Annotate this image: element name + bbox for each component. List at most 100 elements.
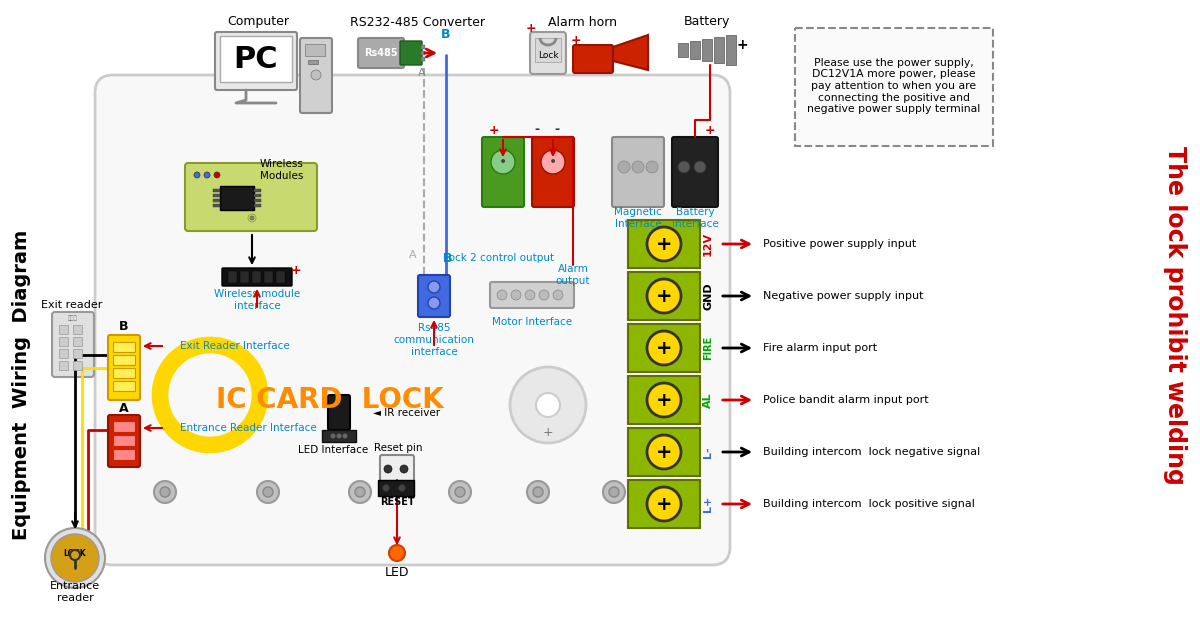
Text: +: + <box>655 338 672 358</box>
Circle shape <box>678 161 690 173</box>
Circle shape <box>497 290 508 300</box>
FancyBboxPatch shape <box>254 199 262 202</box>
Circle shape <box>398 485 406 492</box>
Circle shape <box>647 487 682 521</box>
Text: +: + <box>571 33 581 47</box>
Circle shape <box>50 534 98 582</box>
FancyBboxPatch shape <box>254 189 262 192</box>
Text: +: + <box>488 124 499 136</box>
FancyBboxPatch shape <box>628 428 700 476</box>
Text: Equipment  Wiring  Diagram: Equipment Wiring Diagram <box>12 230 31 540</box>
Circle shape <box>383 485 390 492</box>
FancyBboxPatch shape <box>264 271 274 283</box>
FancyBboxPatch shape <box>714 37 724 63</box>
Circle shape <box>647 435 682 469</box>
Text: Lock: Lock <box>538 52 558 61</box>
FancyBboxPatch shape <box>628 376 700 424</box>
Circle shape <box>647 227 682 261</box>
Text: LOCK: LOCK <box>64 548 86 558</box>
FancyBboxPatch shape <box>305 44 325 56</box>
Text: AL: AL <box>703 392 713 408</box>
FancyBboxPatch shape <box>52 312 94 377</box>
FancyBboxPatch shape <box>220 186 254 210</box>
Text: Exit Reader Interface: Exit Reader Interface <box>180 341 289 351</box>
Circle shape <box>384 465 392 473</box>
Text: Building intercom  lock positive signal: Building intercom lock positive signal <box>763 499 974 509</box>
Text: +: + <box>542 425 553 439</box>
Circle shape <box>618 161 630 173</box>
Circle shape <box>400 465 408 473</box>
Circle shape <box>539 290 550 300</box>
Circle shape <box>491 150 515 174</box>
Text: Rs485
communication
interface: Rs485 communication interface <box>394 324 474 357</box>
Circle shape <box>526 290 535 300</box>
Circle shape <box>257 481 278 503</box>
FancyBboxPatch shape <box>108 335 140 400</box>
Text: 门禁卡: 门禁卡 <box>68 316 78 321</box>
Text: Please use the power supply,
DC12V1A more power, please
pay attention to when yo: Please use the power supply, DC12V1A mor… <box>808 58 980 114</box>
FancyBboxPatch shape <box>215 32 298 90</box>
Text: Motor Interface: Motor Interface <box>492 317 572 327</box>
Circle shape <box>533 487 542 497</box>
Circle shape <box>428 297 440 309</box>
Circle shape <box>154 481 176 503</box>
Circle shape <box>248 214 256 222</box>
Text: LED Interface: LED Interface <box>298 445 368 455</box>
Circle shape <box>330 433 336 439</box>
FancyBboxPatch shape <box>228 271 238 283</box>
Circle shape <box>510 367 586 443</box>
Circle shape <box>536 393 560 417</box>
FancyBboxPatch shape <box>113 449 134 460</box>
Circle shape <box>541 150 565 174</box>
Text: Negative power supply input: Negative power supply input <box>763 291 924 301</box>
Text: L-: L- <box>703 446 713 458</box>
FancyBboxPatch shape <box>672 137 718 207</box>
Text: Lock 2 control output: Lock 2 control output <box>444 253 554 263</box>
Circle shape <box>455 487 466 497</box>
Circle shape <box>70 550 80 560</box>
Text: •: • <box>499 155 508 169</box>
Text: A: A <box>418 68 426 78</box>
Circle shape <box>383 485 390 492</box>
FancyBboxPatch shape <box>113 342 134 352</box>
FancyBboxPatch shape <box>535 38 562 62</box>
FancyBboxPatch shape <box>113 381 134 391</box>
FancyBboxPatch shape <box>421 45 425 49</box>
Text: Fire alarm input port: Fire alarm input port <box>763 343 877 353</box>
FancyBboxPatch shape <box>400 41 422 65</box>
Text: +: + <box>655 495 672 514</box>
FancyBboxPatch shape <box>300 38 332 113</box>
FancyBboxPatch shape <box>73 349 82 358</box>
FancyBboxPatch shape <box>530 32 566 74</box>
FancyBboxPatch shape <box>308 60 318 64</box>
Circle shape <box>336 433 342 439</box>
Text: +: + <box>290 264 301 276</box>
FancyBboxPatch shape <box>59 337 68 346</box>
FancyBboxPatch shape <box>214 204 220 207</box>
FancyBboxPatch shape <box>726 35 736 65</box>
FancyBboxPatch shape <box>59 361 68 370</box>
Polygon shape <box>613 35 648 70</box>
Circle shape <box>511 290 521 300</box>
Circle shape <box>428 281 440 293</box>
Circle shape <box>647 279 682 313</box>
Circle shape <box>553 290 563 300</box>
Text: A: A <box>409 250 416 260</box>
Text: Alarm horn: Alarm horn <box>548 16 618 28</box>
FancyBboxPatch shape <box>95 75 730 565</box>
FancyBboxPatch shape <box>678 43 688 57</box>
FancyBboxPatch shape <box>254 194 262 197</box>
Text: Police bandit alarm input port: Police bandit alarm input port <box>763 395 929 405</box>
FancyBboxPatch shape <box>380 455 414 483</box>
Circle shape <box>263 487 274 497</box>
Circle shape <box>647 331 682 365</box>
Text: 12V: 12V <box>703 232 713 256</box>
FancyBboxPatch shape <box>113 435 134 446</box>
FancyBboxPatch shape <box>358 38 404 68</box>
Circle shape <box>204 172 210 178</box>
FancyBboxPatch shape <box>628 272 700 320</box>
Text: Battery: Battery <box>684 16 730 28</box>
Text: GND: GND <box>703 282 713 310</box>
Circle shape <box>342 433 348 439</box>
Text: Battery
Interface: Battery Interface <box>672 207 719 229</box>
